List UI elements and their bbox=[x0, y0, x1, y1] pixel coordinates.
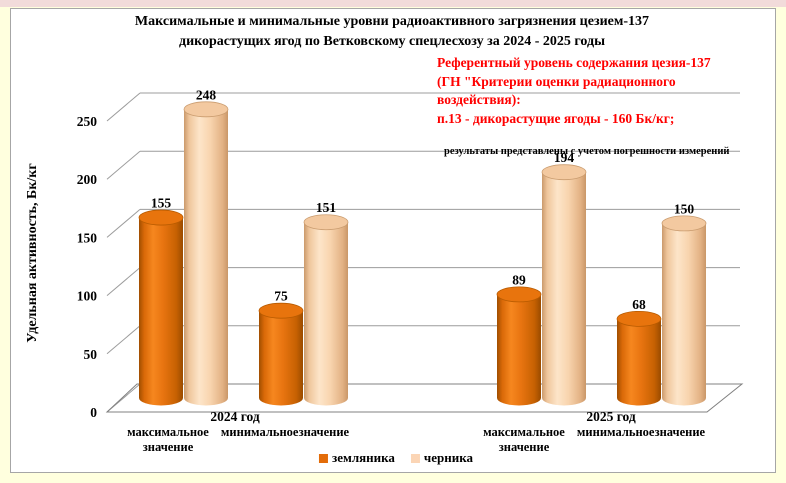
y-axis-tick-labels: 0 50 100 150 200 250 bbox=[77, 114, 98, 420]
gridline-depth bbox=[106, 325, 141, 355]
cylinder-top bbox=[303, 214, 349, 231]
annotation-line: (ГН "Критерии оценки радиационного bbox=[437, 73, 676, 89]
gridlines bbox=[106, 92, 740, 413]
legend-swatch-tan bbox=[410, 453, 420, 463]
cylinder-top bbox=[183, 101, 229, 118]
legend-item-zemlyanika: земляника bbox=[318, 450, 395, 466]
cylinder-bar-черника bbox=[661, 215, 707, 406]
cylinder-body bbox=[617, 318, 661, 406]
cylinder-bar-земляника bbox=[496, 286, 542, 406]
cylinder-bar-земляника bbox=[138, 209, 184, 406]
cylinder-bars bbox=[138, 101, 707, 406]
legend-label: черника bbox=[423, 450, 474, 465]
cylinder-top bbox=[661, 215, 707, 232]
legend-label: земляника bbox=[331, 450, 395, 465]
gridline-depth bbox=[106, 209, 141, 238]
y-tick-label: 100 bbox=[77, 289, 98, 304]
x-group-label-2025: 2025 год bbox=[586, 409, 636, 424]
cylinder-top bbox=[616, 310, 662, 327]
y-axis-title: Удельная активность, Бк/кг bbox=[25, 163, 40, 343]
data-label: 155 bbox=[151, 196, 172, 211]
y-tick-label: 50 bbox=[84, 347, 98, 362]
cylinder-bar-черника bbox=[541, 164, 587, 406]
x-category-label: максимальное значение bbox=[127, 425, 209, 454]
cylinder-top bbox=[496, 286, 542, 303]
measurement-note: результаты представлены с учетом погрешн… bbox=[444, 146, 730, 157]
data-label: 75 bbox=[274, 289, 288, 304]
top-strip bbox=[0, 0, 786, 7]
x-category-label: минимальное значение bbox=[220, 425, 350, 439]
data-label: 150 bbox=[674, 201, 695, 216]
data-label: 151 bbox=[316, 200, 337, 215]
cylinder-body bbox=[304, 222, 348, 406]
annotation-line: Референтный уровень содержания цезия-137 bbox=[437, 55, 711, 70]
data-labels: 155 248 75 151 89 194 68 150 bbox=[151, 87, 695, 312]
x-group-label-2024: 2024 год bbox=[210, 409, 260, 424]
data-label: 89 bbox=[512, 272, 526, 287]
cylinder-bar-черника bbox=[183, 101, 229, 406]
cylinder-body bbox=[542, 172, 586, 406]
cylinder-bar-земляника bbox=[258, 302, 304, 406]
cylinder-top bbox=[541, 164, 587, 181]
gridline-depth bbox=[106, 150, 141, 180]
cylinder-top bbox=[258, 302, 304, 319]
chart-floor bbox=[105, 383, 744, 413]
reference-level-annotation: Референтный уровень содержания цезия-137… bbox=[437, 54, 777, 128]
gridline-depth bbox=[106, 92, 141, 122]
x-category-label: максимальное значение bbox=[483, 425, 565, 454]
legend: земляника черника bbox=[318, 450, 474, 466]
y-tick-label: 250 bbox=[77, 114, 98, 129]
chart-title: Максимальные и минимальные уровни радиоа… bbox=[72, 12, 712, 52]
y-tick-label: 200 bbox=[77, 172, 98, 187]
data-label: 248 bbox=[196, 87, 217, 102]
data-label: 194 bbox=[554, 150, 575, 165]
y-tick-label: 0 bbox=[90, 405, 97, 420]
annotation-line: воздействия): bbox=[437, 92, 521, 107]
gridline-depth bbox=[106, 267, 141, 296]
x-category-label: минимальное значение bbox=[576, 425, 706, 439]
cylinder-bar-земляника bbox=[616, 310, 662, 406]
data-label: 68 bbox=[632, 297, 646, 312]
cylinder-bar-черника bbox=[303, 214, 349, 406]
y-tick-label: 150 bbox=[77, 230, 98, 245]
chart-title-line2: дикорастущих ягод по Ветковскому спецлес… bbox=[178, 34, 606, 49]
cylinder-body bbox=[259, 310, 303, 406]
cylinder-body bbox=[662, 223, 706, 406]
cylinder-body bbox=[184, 109, 228, 406]
legend-item-chernika: черника bbox=[410, 450, 474, 466]
cylinder-top bbox=[138, 209, 184, 226]
cylinder-body bbox=[139, 217, 183, 406]
floor-outline bbox=[105, 383, 744, 413]
chart-title-line1: Максимальные и минимальные уровни радиоа… bbox=[134, 14, 650, 29]
legend-swatch-orange bbox=[318, 453, 328, 463]
cylinder-body bbox=[497, 294, 541, 406]
annotation-line: п.13 - дикорастущие ягоды - 160 Бк/кг; bbox=[437, 110, 675, 126]
